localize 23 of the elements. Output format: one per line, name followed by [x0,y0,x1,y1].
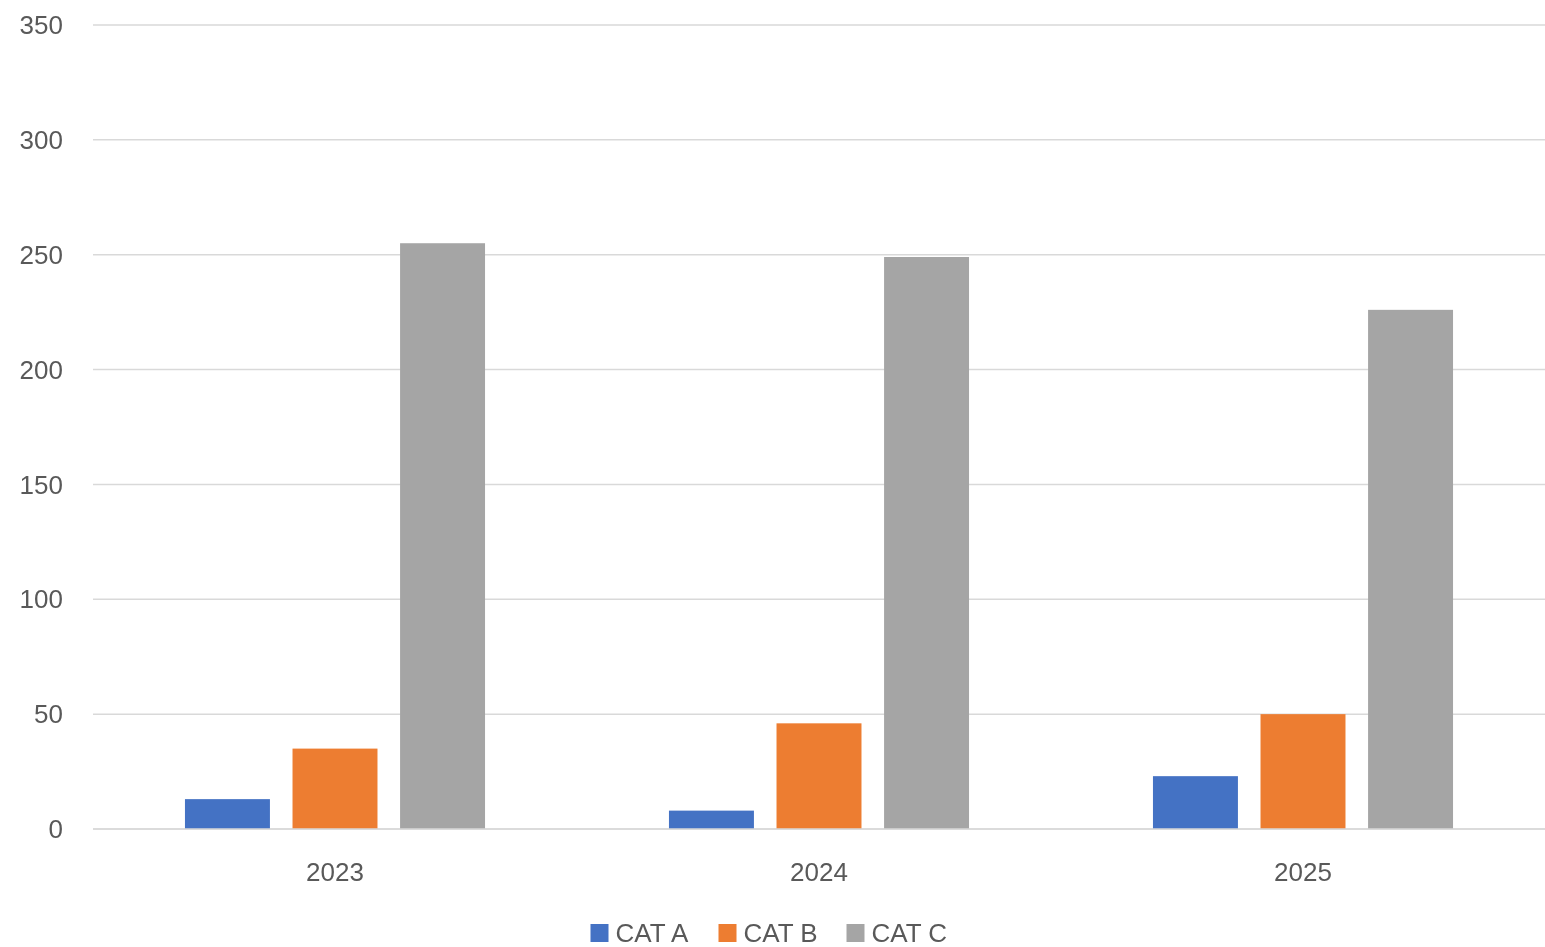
y-tick-label: 100 [19,584,63,615]
bar [1152,776,1238,829]
bar [1368,309,1454,829]
bar [776,723,862,829]
y-tick-label: 200 [19,354,63,385]
x-tick-label: 2024 [790,857,848,888]
bar [668,810,754,829]
y-tick-label: 0 [48,814,63,845]
y-tick-label: 300 [19,124,63,155]
bar [400,243,486,829]
legend-label: CAT A [615,918,689,947]
y-tick-label: 350 [19,10,63,41]
bar [184,799,270,829]
y-tick-label: 250 [19,239,63,270]
x-tick-label: 2023 [306,857,364,888]
bar [884,257,970,829]
legend-label: CAT C [871,918,948,947]
x-tick-label: 2025 [1274,857,1332,888]
y-tick-label: 50 [34,699,63,730]
legend-label: CAT B [743,918,818,947]
bar [1260,714,1346,829]
bar [292,748,378,829]
y-tick-label: 150 [19,469,63,500]
